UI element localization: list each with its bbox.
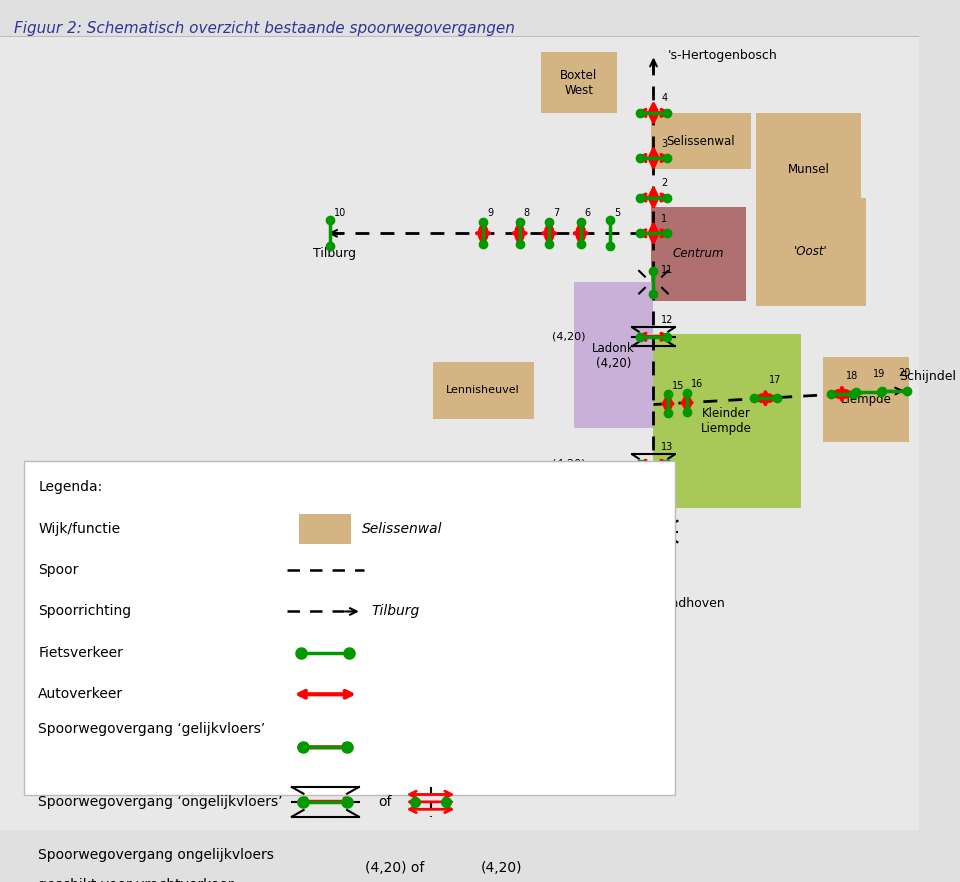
- Text: 6: 6: [585, 208, 590, 218]
- Text: Liempde: Liempde: [840, 393, 891, 407]
- Text: 16: 16: [691, 379, 703, 390]
- Text: Selissenwal: Selissenwal: [666, 135, 734, 147]
- Bar: [299, 513, 351, 543]
- Text: Legenda:: Legenda:: [38, 481, 103, 494]
- Text: 8: 8: [523, 208, 530, 218]
- Text: Figuur 2: Schematisch overzicht bestaande spoorwegovergangen: Figuur 2: Schematisch overzicht bestaand…: [14, 20, 516, 35]
- Text: Schijndel: Schijndel: [900, 370, 956, 383]
- Bar: [651, 207, 746, 301]
- Text: Ladonk
(4,20): Ladonk (4,20): [592, 341, 635, 370]
- Text: Wijk/functie: Wijk/functie: [38, 521, 120, 535]
- Text: 10: 10: [334, 208, 347, 218]
- Text: Spoorwegovergang ‘gelijkvloers’: Spoorwegovergang ‘gelijkvloers’: [38, 721, 266, 736]
- Text: 1: 1: [661, 214, 667, 224]
- Text: Fietsverkeer: Fietsverkeer: [38, 646, 123, 660]
- Bar: [433, 363, 534, 419]
- Text: (4,20): (4,20): [552, 459, 586, 468]
- Text: 7: 7: [553, 208, 560, 218]
- Text: Eindhoven: Eindhoven: [660, 597, 726, 610]
- Text: Spoorrichting: Spoorrichting: [38, 604, 132, 618]
- Text: 4: 4: [661, 93, 667, 103]
- Text: 3: 3: [661, 138, 667, 149]
- Text: 13: 13: [661, 443, 673, 452]
- Text: Kleinder
Liempde: Kleinder Liempde: [701, 407, 752, 435]
- Text: 'Oost': 'Oost': [794, 244, 828, 258]
- Bar: [823, 357, 909, 442]
- Text: Spoorwegovergang ‘ongelijkvloers’: Spoorwegovergang ‘ongelijkvloers’: [38, 795, 283, 809]
- Text: Selissenwal: Selissenwal: [362, 521, 443, 535]
- Text: (4,20) of: (4,20) of: [366, 861, 425, 875]
- Text: (4,20): (4,20): [480, 861, 522, 875]
- Text: Autoverkeer: Autoverkeer: [38, 687, 124, 701]
- Text: 5: 5: [614, 208, 620, 218]
- Text: 9: 9: [487, 208, 493, 218]
- Bar: [540, 52, 617, 113]
- Text: 12: 12: [661, 316, 674, 325]
- Text: 17: 17: [769, 375, 781, 385]
- Bar: [756, 113, 861, 226]
- Text: Centrum: Centrum: [673, 248, 724, 260]
- Text: Spoor: Spoor: [38, 563, 79, 577]
- Text: 11: 11: [661, 265, 673, 274]
- Text: geschikt voor vrachtverkeer: geschikt voor vrachtverkeer: [38, 878, 234, 882]
- Bar: [653, 334, 801, 508]
- Text: Tilburg: Tilburg: [313, 248, 356, 260]
- Text: 's-Hertogenbosch: 's-Hertogenbosch: [668, 49, 778, 62]
- Text: Munsel: Munsel: [787, 163, 829, 176]
- Text: 20: 20: [899, 368, 911, 377]
- Text: 14: 14: [661, 510, 673, 520]
- Bar: [574, 282, 653, 428]
- Bar: [651, 113, 751, 169]
- Text: 15: 15: [672, 380, 684, 391]
- Text: (4,20): (4,20): [552, 332, 586, 342]
- Bar: [24, 461, 675, 795]
- Text: 2: 2: [661, 178, 667, 188]
- Text: Lennisheuvel: Lennisheuvel: [446, 385, 520, 395]
- Text: of: of: [378, 795, 392, 809]
- Text: 18: 18: [846, 370, 858, 381]
- Bar: [756, 198, 866, 306]
- Text: Spoorwegovergang ongelijkvloers: Spoorwegovergang ongelijkvloers: [38, 848, 275, 862]
- Text: Boxtel
West: Boxtel West: [561, 69, 597, 97]
- Text: 19: 19: [873, 370, 885, 379]
- Text: Tilburg: Tilburg: [372, 604, 420, 618]
